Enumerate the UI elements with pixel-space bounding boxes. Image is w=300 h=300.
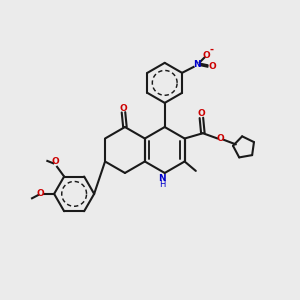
Text: O: O: [197, 109, 205, 118]
Text: O: O: [37, 189, 45, 198]
Text: O: O: [203, 51, 211, 60]
Text: N: N: [194, 60, 201, 69]
Text: O: O: [51, 157, 59, 166]
Text: -: -: [210, 45, 214, 55]
Text: O: O: [120, 104, 127, 113]
Text: N: N: [159, 174, 166, 183]
Text: O: O: [209, 62, 217, 71]
Text: O: O: [217, 134, 224, 143]
Text: H: H: [159, 180, 166, 189]
